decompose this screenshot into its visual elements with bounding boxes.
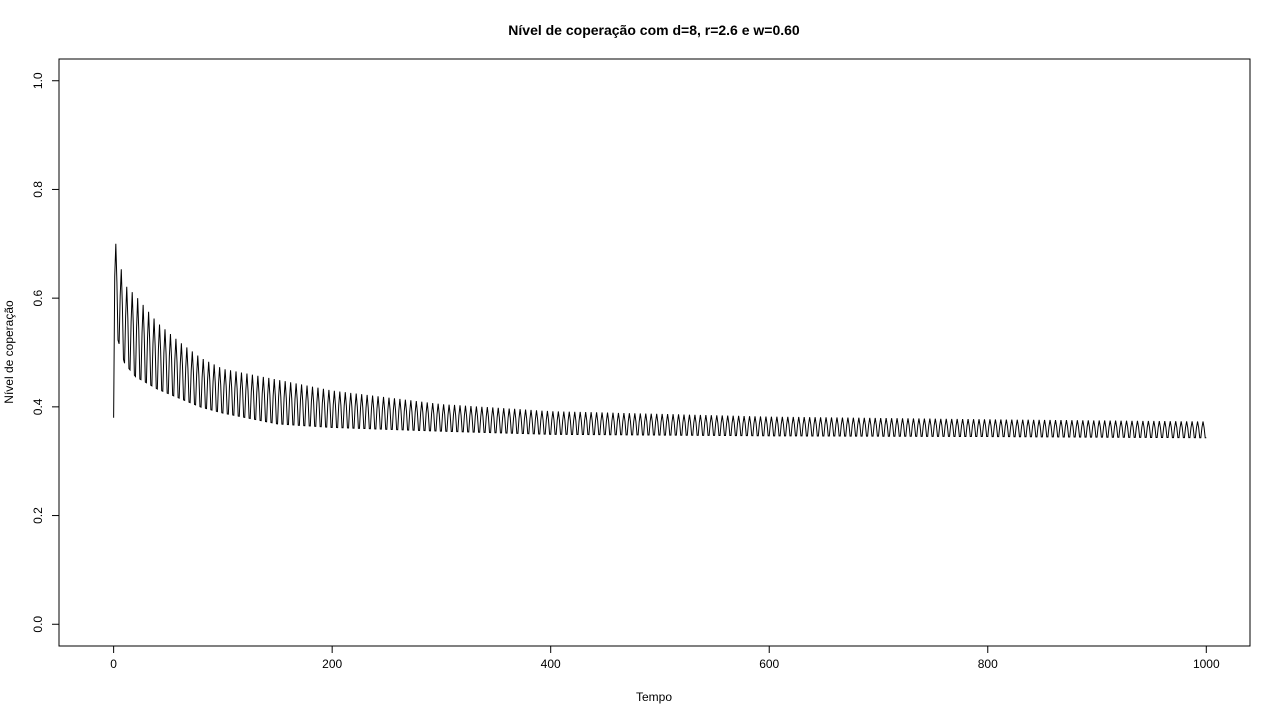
series-line xyxy=(113,243,1207,439)
x-tick-label: 200 xyxy=(322,657,342,671)
x-tick-label: 600 xyxy=(759,657,779,671)
y-tick-label: 0.6 xyxy=(31,289,45,306)
y-tick-label: 0.2 xyxy=(31,507,45,524)
x-axis: 0 200 400 600 800 1000 xyxy=(110,645,1220,671)
y-tick-label: 1.0 xyxy=(31,72,45,89)
x-tick-label: 1000 xyxy=(1193,657,1220,671)
y-tick-label: 0.8 xyxy=(31,181,45,198)
x-tick-label: 800 xyxy=(978,657,998,671)
y-tick-label: 0.4 xyxy=(31,398,45,415)
chart-title: Nível de coperação com d=8, r=2.6 e w=0.… xyxy=(508,22,800,38)
y-axis: 0.0 0.2 0.4 0.6 0.8 1.0 xyxy=(31,72,60,633)
x-tick-label: 400 xyxy=(541,657,561,671)
y-axis-label: Nível de coperação xyxy=(2,300,16,404)
x-axis-label: Tempo xyxy=(636,690,672,704)
x-tick-label: 0 xyxy=(110,657,117,671)
y-tick-label: 0.0 xyxy=(31,616,45,633)
